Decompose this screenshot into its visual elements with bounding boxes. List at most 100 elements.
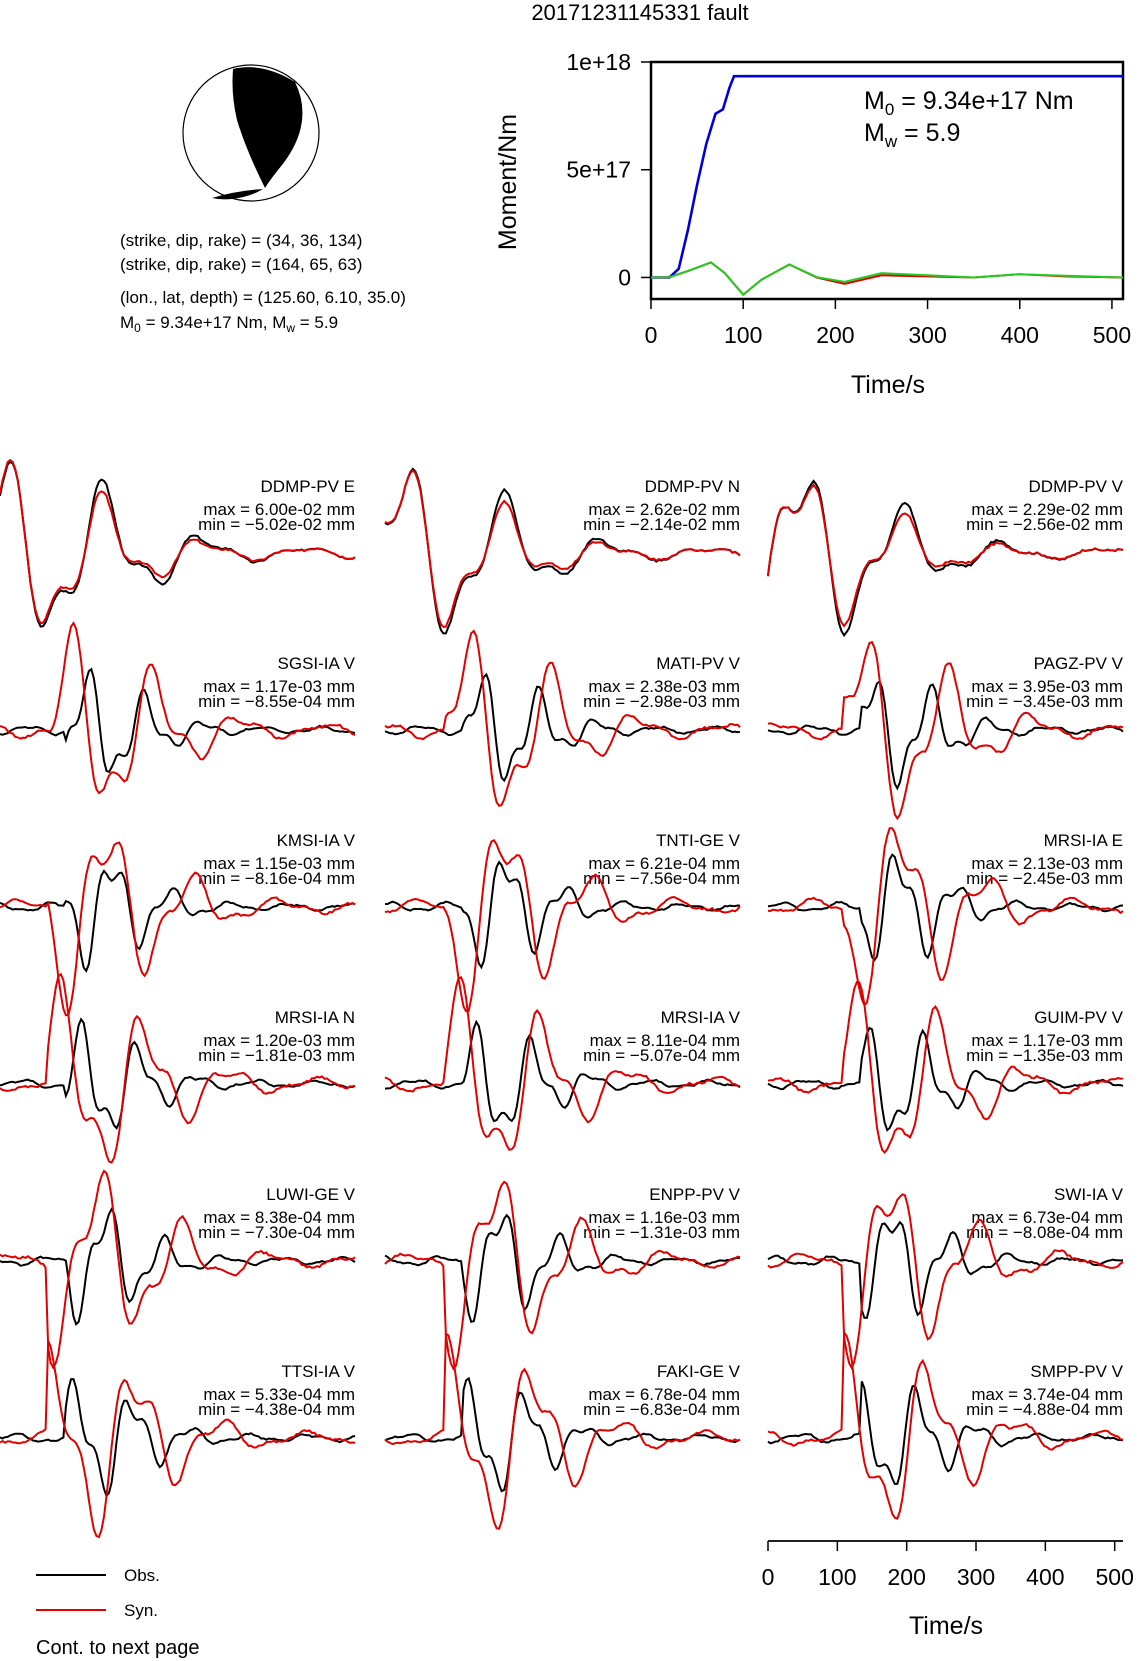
- observed-trace: [767, 1026, 1124, 1132]
- waveform-xtick-label: 400: [1026, 1564, 1064, 1590]
- station-label: GUIM-PV V: [1034, 1008, 1123, 1027]
- max-amplitude: max = 3.74e-04 mm: [971, 1385, 1123, 1404]
- station-label: DDMP-PV N: [645, 477, 740, 496]
- max-amplitude: max = 3.95e-03 mm: [971, 677, 1123, 696]
- synthetic-trace: [767, 483, 1124, 628]
- synthetic-trace: [0, 972, 356, 1164]
- moment-xtick-label: 500: [1093, 322, 1131, 348]
- legend-observed-label: Obs.: [124, 1566, 160, 1585]
- synthetic-trace: [0, 458, 356, 625]
- focal-line-1: (strike, dip, rake) = (34, 36, 134): [120, 231, 362, 250]
- synthetic-trace: [767, 981, 1124, 1155]
- moment-xtick-label: 300: [908, 322, 946, 348]
- observed-trace: [385, 860, 741, 970]
- station-label: SWI-IA V: [1054, 1185, 1124, 1204]
- observed-trace: [0, 1017, 356, 1130]
- max-amplitude: max = 6.21e-04 mm: [588, 854, 740, 873]
- m0-annotation: M0 = 9.34e+17 Nm: [864, 87, 1074, 119]
- moment-ytick-label: 0: [618, 264, 631, 290]
- min-amplitude: min = −1.81e-03 mm: [198, 1046, 355, 1065]
- synthetic-trace: [767, 640, 1124, 821]
- station-label: MRSI-IA E: [1044, 831, 1123, 850]
- max-amplitude: max = 5.33e-04 mm: [203, 1385, 355, 1404]
- min-amplitude: min = −7.30e-04 mm: [198, 1223, 355, 1242]
- moment-xtick-label: 200: [816, 322, 854, 348]
- focal-line-2: (strike, dip, rake) = (164, 65, 63): [120, 255, 362, 274]
- max-amplitude: max = 6.73e-04 mm: [971, 1208, 1123, 1227]
- moment-rate-synthetic-curve: [650, 261, 1124, 297]
- synthetic-trace: [384, 468, 741, 628]
- waveform-xtick-label: 200: [887, 1564, 925, 1590]
- max-amplitude: max = 2.29e-02 mm: [971, 500, 1123, 519]
- max-amplitude: max = 8.11e-04 mm: [590, 1031, 740, 1050]
- station-label: SMPP-PV V: [1030, 1362, 1123, 1381]
- synthetic-trace: [384, 629, 741, 807]
- synthetic-trace: [384, 976, 741, 1151]
- station-label: TTSI-IA V: [281, 1362, 355, 1381]
- station-label: SGSI-IA V: [278, 654, 356, 673]
- figure-title: 20171231145331 fault: [531, 0, 748, 25]
- station-label: DDMP-PV E: [261, 477, 355, 496]
- min-amplitude: min = −4.38e-04 mm: [198, 1400, 355, 1419]
- waveform-xlabel: Time/s: [909, 1612, 983, 1640]
- observed-trace: [767, 1220, 1124, 1319]
- synthetic-trace: [0, 621, 356, 795]
- station-label: ENPP-PV V: [649, 1185, 740, 1204]
- synthetic-trace: [767, 1193, 1124, 1371]
- station-label: DDMP-PV V: [1029, 477, 1124, 496]
- waveform-xtick-label: 300: [957, 1564, 995, 1590]
- synthetic-trace: [0, 1340, 356, 1539]
- max-amplitude: max = 1.20e-03 mm: [203, 1031, 355, 1050]
- station-label: MATI-PV V: [656, 654, 740, 673]
- legend: Obs. Syn.: [36, 1566, 160, 1620]
- synthetic-trace: [384, 1180, 741, 1371]
- min-amplitude: min = −1.31e-03 mm: [583, 1223, 740, 1242]
- min-amplitude: min = −1.35e-03 mm: [966, 1046, 1123, 1065]
- min-amplitude: min = −2.56e-02 mm: [966, 515, 1123, 534]
- moment-rate-green-curve: [650, 261, 1124, 297]
- min-amplitude: min = −2.14e-02 mm: [583, 515, 740, 534]
- moment-ytick-label: 5e+17: [566, 157, 631, 183]
- moment-xtick-label: 100: [724, 322, 762, 348]
- synthetic-trace: [0, 1169, 356, 1370]
- moment-chart: 0 100 200 300 400 500 0 5e+17 1e+18 Moment/Nm Ti…: [494, 49, 1131, 399]
- min-amplitude: min = −8.55e-04 mm: [198, 692, 355, 711]
- observed-trace: [384, 672, 741, 783]
- synthetic-trace: [384, 839, 741, 1013]
- synthetic-trace: [384, 1332, 741, 1530]
- max-amplitude: max = 1.17e-03 mm: [203, 677, 355, 696]
- synthetic-trace: [0, 841, 356, 1017]
- min-amplitude: min = −7.56e-04 mm: [583, 869, 740, 888]
- max-amplitude: max = 2.62e-02 mm: [588, 500, 740, 519]
- station-label: PAGZ-PV V: [1034, 654, 1124, 673]
- max-amplitude: max = 1.17e-03 mm: [971, 1031, 1123, 1050]
- legend-synthetic-label: Syn.: [124, 1601, 158, 1620]
- observed-trace: [767, 680, 1124, 791]
- station-label: MRSI-IA N: [275, 1008, 355, 1027]
- station-label: FAKI-GE V: [657, 1362, 741, 1381]
- station-label: MRSI-IA V: [661, 1008, 741, 1027]
- waveform-xtick-label: 0: [762, 1564, 775, 1590]
- observed-trace: [767, 853, 1124, 962]
- synthetic-trace: [767, 827, 1124, 1007]
- waveform-xtick-label: 500: [1095, 1564, 1133, 1590]
- continuation-note: Cont. to next page: [36, 1637, 199, 1659]
- min-amplitude: min = −8.08e-04 mm: [966, 1223, 1123, 1242]
- focal-info: (strike, dip, rake) = (34, 36, 134) (str…: [120, 231, 406, 335]
- max-amplitude: max = 1.16e-03 mm: [588, 1208, 740, 1227]
- observed-trace: [0, 869, 356, 973]
- waveform-xtick-label: 100: [818, 1564, 856, 1590]
- max-amplitude: max = 2.13e-03 mm: [971, 854, 1123, 873]
